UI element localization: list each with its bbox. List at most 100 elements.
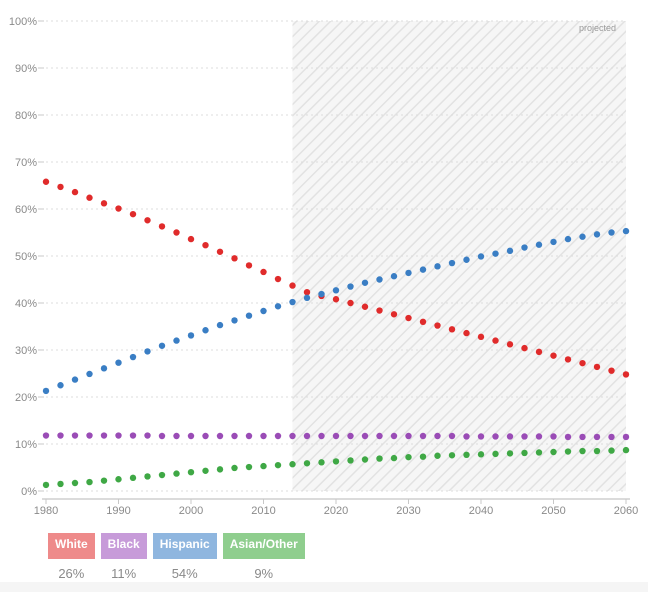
data-point-hispanic — [434, 263, 441, 270]
data-point-black — [579, 433, 586, 441]
data-point-asian-other — [71, 479, 79, 487]
data-point-hispanic — [347, 283, 354, 290]
data-point-asian-other — [361, 456, 369, 463]
data-point-black — [506, 433, 514, 440]
data-point-black — [318, 432, 325, 440]
legend-item-hispanic[interactable]: Hispanic 54% — [152, 533, 217, 581]
data-point-white — [521, 344, 528, 352]
data-point-black — [463, 433, 470, 440]
data-point-hispanic — [231, 317, 238, 324]
data-point-white — [419, 318, 427, 325]
y-tick-label: 20% — [15, 392, 37, 404]
y-tick-label: 80% — [15, 110, 37, 122]
data-point-asian-other — [506, 450, 514, 457]
data-point-hispanic — [622, 227, 630, 235]
data-point-black — [405, 432, 412, 440]
data-point-black — [274, 432, 282, 440]
legend-item-white[interactable]: White 26% — [48, 533, 95, 581]
data-point-black — [216, 432, 224, 440]
data-point-black — [608, 433, 615, 441]
data-point-black — [622, 433, 630, 441]
data-point-black — [173, 432, 180, 440]
data-point-white — [622, 371, 630, 378]
data-point-black — [71, 432, 79, 439]
data-point-hispanic — [202, 327, 209, 334]
data-point-black — [115, 432, 122, 439]
data-point-black — [158, 432, 166, 440]
data-point-white — [405, 314, 412, 322]
data-point-hispanic — [318, 290, 325, 298]
data-point-hispanic — [42, 387, 50, 395]
legend-chip-hispanic[interactable]: Hispanic — [152, 533, 217, 559]
data-point-white — [390, 311, 398, 318]
data-point-asian-other — [173, 470, 180, 477]
y-tick-label: 90% — [15, 63, 37, 75]
data-point-asian-other — [608, 447, 615, 454]
data-point-black — [390, 432, 398, 440]
data-point-white — [593, 363, 601, 371]
y-tick-label: 30% — [15, 345, 37, 357]
x-tick-label: 2060 — [614, 505, 638, 517]
data-point-asian-other — [463, 451, 470, 459]
data-point-asian-other — [260, 462, 267, 470]
data-point-black — [86, 432, 93, 439]
data-point-black — [202, 432, 209, 440]
data-point-black — [144, 432, 151, 439]
data-point-asian-other — [376, 455, 383, 462]
data-point-hispanic — [448, 259, 456, 267]
data-point-asian-other — [347, 457, 354, 464]
data-point-black — [550, 433, 557, 440]
data-point-asian-other — [405, 453, 412, 461]
data-point-black — [231, 432, 238, 440]
data-point-black — [434, 432, 441, 440]
data-point-hispanic — [71, 376, 79, 383]
data-point-hispanic — [521, 244, 528, 251]
legend-chip-asian-other[interactable]: Asian/Other — [222, 533, 305, 559]
data-point-black — [187, 432, 195, 440]
data-point-hispanic — [608, 229, 615, 236]
legend-value-black: 11% — [111, 566, 137, 581]
legend-chip-white[interactable]: White — [48, 533, 95, 559]
y-tick-label: 50% — [15, 251, 37, 263]
data-point-asian-other — [564, 448, 572, 455]
data-point-hispanic — [158, 342, 166, 349]
data-point-hispanic — [245, 312, 253, 319]
data-point-asian-other — [419, 453, 427, 460]
data-point-black — [535, 433, 543, 440]
data-point-white — [158, 223, 166, 230]
data-point-white — [492, 337, 499, 344]
data-point-asian-other — [521, 449, 528, 457]
data-point-hispanic — [57, 382, 64, 389]
data-point-asian-other — [318, 459, 325, 466]
legend-value-white: 26% — [58, 566, 85, 581]
data-point-asian-other — [86, 478, 93, 486]
data-point-white — [289, 282, 296, 289]
data-point-hispanic — [115, 359, 122, 366]
data-point-white — [579, 359, 586, 367]
data-point-hispanic — [492, 250, 499, 257]
legend-item-asian-other[interactable]: Asian/Other 9% — [222, 533, 305, 581]
data-point-white — [231, 255, 238, 262]
data-point-black — [100, 432, 108, 439]
data-point-white — [506, 341, 514, 348]
data-point-asian-other — [303, 460, 311, 467]
data-point-white — [129, 210, 137, 218]
legend-value-hispanic: 54% — [171, 566, 198, 581]
legend-chip-black[interactable]: Black — [100, 533, 147, 559]
data-point-asian-other — [622, 446, 630, 454]
data-point-white — [608, 367, 615, 374]
data-point-asian-other — [434, 452, 441, 459]
legend-item-black[interactable]: Black 11% — [100, 533, 147, 581]
data-point-white — [187, 235, 195, 243]
data-point-black — [361, 432, 369, 440]
data-point-hispanic — [260, 307, 267, 315]
data-point-white — [361, 303, 369, 310]
data-point-white — [144, 217, 151, 224]
data-point-black — [448, 432, 456, 440]
data-point-hispanic — [535, 241, 543, 248]
data-point-asian-other — [187, 469, 195, 476]
line-chart: projected 100% 90% 80% 70% 60% 50% 40% 30% 20% 10… — [9, 16, 638, 517]
data-point-black — [492, 433, 499, 440]
data-point-hispanic — [303, 294, 311, 302]
y-tick-label: 100% — [9, 16, 37, 28]
